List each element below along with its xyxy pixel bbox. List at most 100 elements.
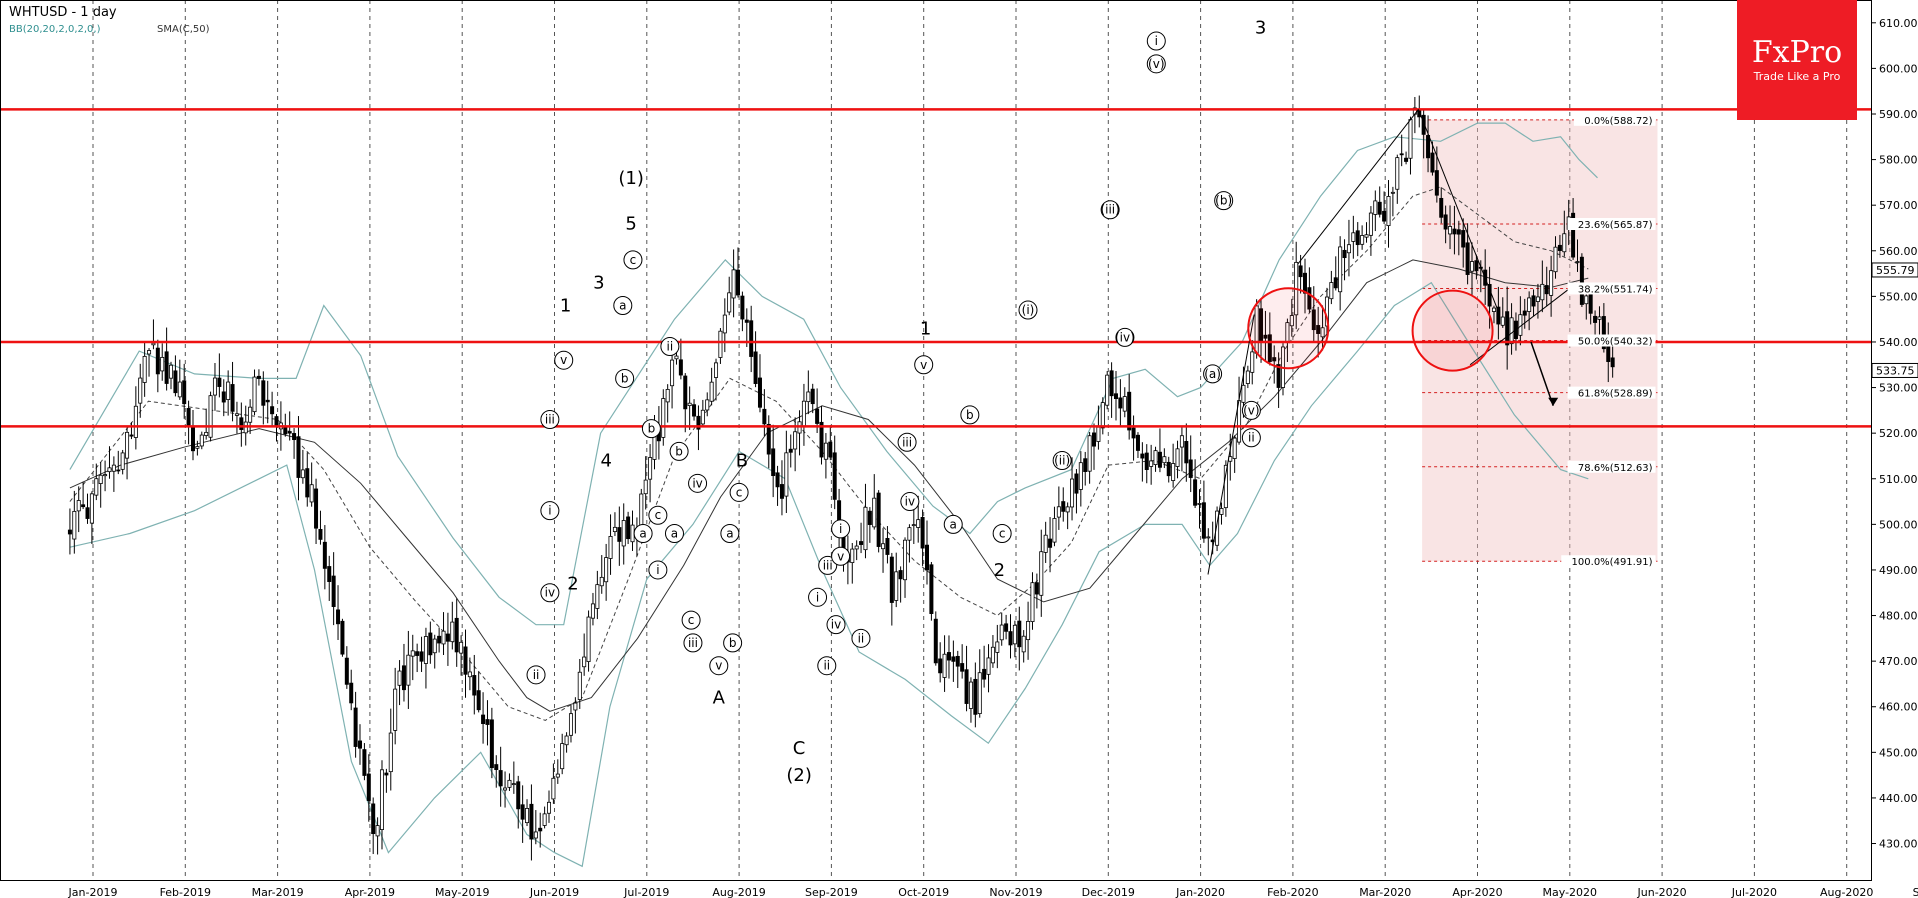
candle-bear <box>463 646 468 675</box>
candle-bear <box>1008 631 1013 646</box>
candle-bull <box>1122 396 1127 412</box>
candle-bull <box>709 381 714 402</box>
candle-bear <box>485 719 490 725</box>
candle-bull <box>1250 351 1255 373</box>
candle-bear <box>766 423 771 455</box>
candle-bear <box>415 651 420 656</box>
fibonacci-label-bg <box>1567 334 1656 347</box>
x-tick-label: Aug-2019 <box>712 886 765 898</box>
candle-bull <box>582 656 587 668</box>
candle-bull <box>1360 235 1365 245</box>
candle-bear <box>788 448 793 453</box>
candle-bear <box>155 347 160 375</box>
candle-bull <box>1175 448 1180 467</box>
candle-bear <box>230 384 235 412</box>
candle-bear <box>437 635 442 644</box>
candle-bull <box>1245 370 1250 384</box>
candle-bear <box>314 488 319 529</box>
candle-bull <box>1021 635 1026 653</box>
candle-bull <box>942 653 947 678</box>
candle-bear <box>898 570 903 580</box>
wave-label: i <box>656 563 659 577</box>
wave-label: c <box>655 508 662 522</box>
bollinger-label: BB(20,20,2,0,2,0,) <box>9 24 101 35</box>
candle-bull <box>1448 226 1453 235</box>
candle-bull <box>604 557 609 583</box>
candle-bear <box>190 426 195 452</box>
candle-bull <box>467 671 472 678</box>
y-tick-label: 580.00 <box>1879 154 1918 167</box>
wave-label-circle <box>554 350 574 370</box>
wave-label: a <box>619 298 626 312</box>
candle-bear <box>749 320 754 357</box>
fibonacci-label: 0.0%(588.72) <box>1584 116 1652 127</box>
candle-bear <box>1166 461 1171 477</box>
fibonacci-label-bg <box>1573 113 1656 126</box>
wave-label: (b) <box>1215 194 1232 208</box>
candle-bull <box>573 702 578 711</box>
candle-bear <box>1144 452 1149 470</box>
wave-lines <box>1207 109 1578 575</box>
candle-bear <box>1342 249 1347 259</box>
candle-bull <box>793 431 798 450</box>
candle-bull <box>410 650 415 657</box>
wave-label: iv <box>692 476 702 490</box>
candle-bull <box>423 636 428 664</box>
y-tick-label: 550.00 <box>1879 290 1918 303</box>
candle-bear <box>889 556 894 603</box>
candle-bear <box>322 541 327 569</box>
candle-bear <box>867 510 872 525</box>
candle-bull <box>120 452 125 470</box>
candle-bull <box>72 511 77 540</box>
candle-bear <box>85 507 90 519</box>
candle-bull <box>1549 270 1554 296</box>
candle-bull <box>714 362 719 378</box>
fibonacci-labels: 0.0%(588.72) 23.6%(565.87) 38.2%(551.74) 50… <box>1561 113 1656 568</box>
candle-bear <box>1259 308 1264 341</box>
candle-bear <box>529 803 534 840</box>
wave-label: (v) <box>1148 57 1164 71</box>
candle-bull <box>1149 460 1154 467</box>
wave-label: C <box>793 738 806 759</box>
fibonacci-label: 100.0%(491.91) <box>1572 557 1653 568</box>
candle-bull <box>999 624 1004 641</box>
candle-bull <box>1030 582 1035 622</box>
candle-bear <box>1193 479 1198 506</box>
wave-label: 3 <box>1255 17 1266 38</box>
sma-line <box>69 259 1589 712</box>
candle-bear <box>327 566 332 582</box>
x-tick-label: Feb-2019 <box>160 886 211 898</box>
wave-label: v <box>920 358 927 372</box>
candle-bull <box>854 545 859 550</box>
candle-bull <box>1043 534 1048 553</box>
wave-label: iii <box>823 558 833 572</box>
candle-bull <box>1408 119 1413 159</box>
wave-label-circle <box>648 505 668 525</box>
candle-bull <box>586 616 591 662</box>
candle-bear <box>938 658 943 674</box>
fxpro-logo: FxPro Trade Like a Pro <box>1737 0 1857 120</box>
candle-bull <box>872 497 877 528</box>
wave-label-circle <box>1241 400 1261 420</box>
candle-bull <box>599 576 604 587</box>
wave-label: A <box>713 688 726 709</box>
candle-bear <box>67 529 72 535</box>
candle-bull <box>1056 506 1061 518</box>
candle-bull <box>621 520 626 547</box>
candle-bear <box>239 417 244 430</box>
candle-bear <box>305 468 310 498</box>
candle-bear <box>516 781 521 810</box>
candle-bear <box>1606 345 1611 362</box>
candle-bear <box>951 656 956 662</box>
candle-bear <box>924 544 929 571</box>
candle-bull <box>687 402 692 406</box>
candle-bear <box>349 682 354 704</box>
candle-bull <box>388 732 393 773</box>
candle-bull <box>1065 506 1070 513</box>
candle-bull <box>560 743 565 770</box>
wave-label: 1 <box>920 318 931 339</box>
highlight-circle <box>1247 287 1330 370</box>
price-label: 555.79 <box>1876 264 1915 277</box>
candle-bull <box>204 431 209 436</box>
candle-bull <box>564 735 569 746</box>
